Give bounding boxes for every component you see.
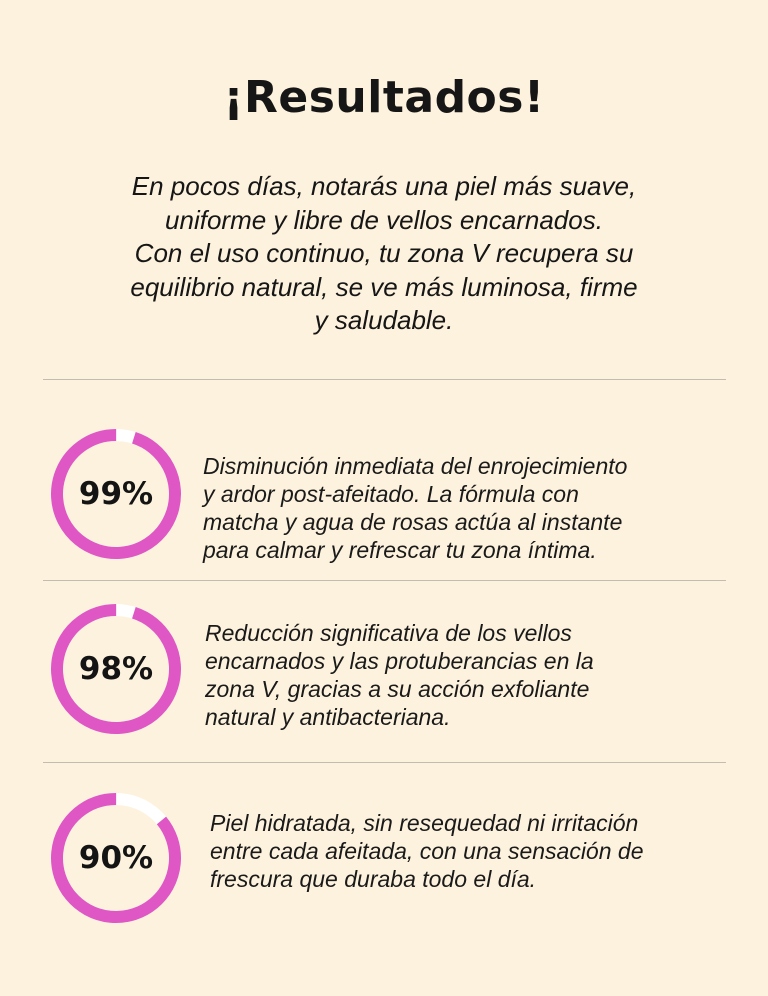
result-description: Reducción significativa de los vellos en… [205, 619, 594, 731]
progress-ring-99: 99% [46, 424, 186, 564]
intro-line: y saludable. [314, 305, 454, 335]
ring-graphic [51, 428, 181, 559]
intro-line: Con el uso continuo, tu zona V recupera … [134, 238, 634, 268]
divider [43, 580, 726, 581]
divider [43, 379, 726, 380]
progress-ring-90: 90% [46, 788, 186, 928]
description-line: y ardor post-afeitado. La fórmula con [203, 481, 579, 507]
ring-graphic [51, 604, 181, 734]
description-line: Disminución inmediata del enrojecimiento [203, 453, 628, 479]
description-line: matcha y agua de rosas actúa al instante [203, 509, 623, 535]
description-line: natural y antibacteriana. [205, 704, 451, 730]
page-title: ¡Resultados! [223, 72, 545, 123]
percent-label: 98% [78, 651, 154, 687]
intro-line: uniforme y libre de vellos encarnados. [165, 204, 603, 235]
ring-graphic [51, 793, 181, 923]
percent-label: 99% [78, 476, 154, 512]
intro-line: equilibrio natural, se ve más luminosa, … [130, 271, 638, 302]
description-line: para calmar y refrescar tu zona íntima. [203, 537, 597, 563]
description-line: Piel hidratada, sin resequedad ni irrita… [210, 810, 639, 836]
percent-label: 90% [78, 840, 154, 876]
description-line: zona V, gracias a su acción exfoliante [205, 676, 590, 702]
description-line: encarnados y las protuberancias en la [205, 648, 594, 674]
progress-ring-98: 98% [46, 599, 186, 739]
result-description: Disminución inmediata del enrojecimiento… [203, 452, 627, 564]
description-line: entre cada afeitada, con una sensación d… [210, 838, 644, 864]
description-line: frescura que duraba todo el día. [210, 866, 537, 892]
description-line: Reducción significativa de los vellos [205, 620, 572, 646]
intro-line: En pocos días, notarás una piel más suav… [131, 171, 637, 201]
divider [43, 762, 726, 763]
result-description: Piel hidratada, sin resequedad ni irrita… [210, 809, 644, 893]
intro-text: En pocos días, notarás una piel más suav… [60, 170, 708, 338]
